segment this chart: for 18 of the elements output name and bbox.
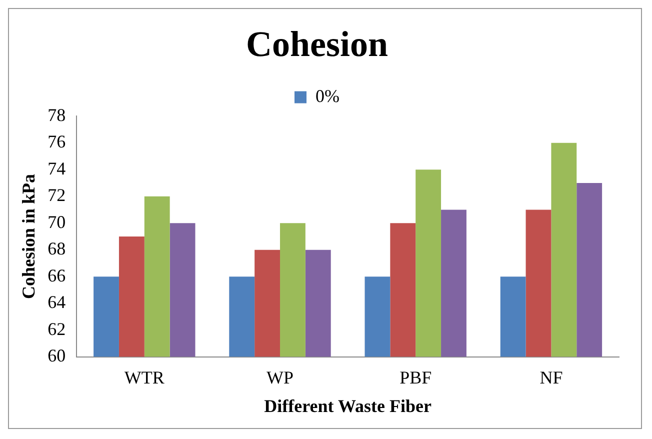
y-tick-label: 76 xyxy=(48,132,66,152)
y-axis-title: Cohesion in kPa xyxy=(18,174,38,300)
y-tick-label: 66 xyxy=(48,265,66,286)
y-tick-label: 68 xyxy=(48,238,66,259)
x-tick-label: WTR xyxy=(124,367,164,388)
chart-title: Cohesion xyxy=(246,24,388,64)
y-tick-label: 62 xyxy=(48,318,66,339)
x-tick-label: WP xyxy=(266,367,294,388)
y-tick-label: 78 xyxy=(48,104,66,125)
legend-label: 0% xyxy=(316,86,340,106)
y-tick-label: 72 xyxy=(48,185,66,206)
x-tick-label: PBF xyxy=(400,367,432,388)
y-tick-label: 60 xyxy=(48,346,66,366)
y-tick-label: 64 xyxy=(48,292,66,312)
y-tick-label: 70 xyxy=(48,212,66,232)
y-tick-label: 74 xyxy=(48,158,66,178)
x-axis-title: Different Waste Fiber xyxy=(264,396,432,416)
x-tick-label: NF xyxy=(540,367,563,388)
